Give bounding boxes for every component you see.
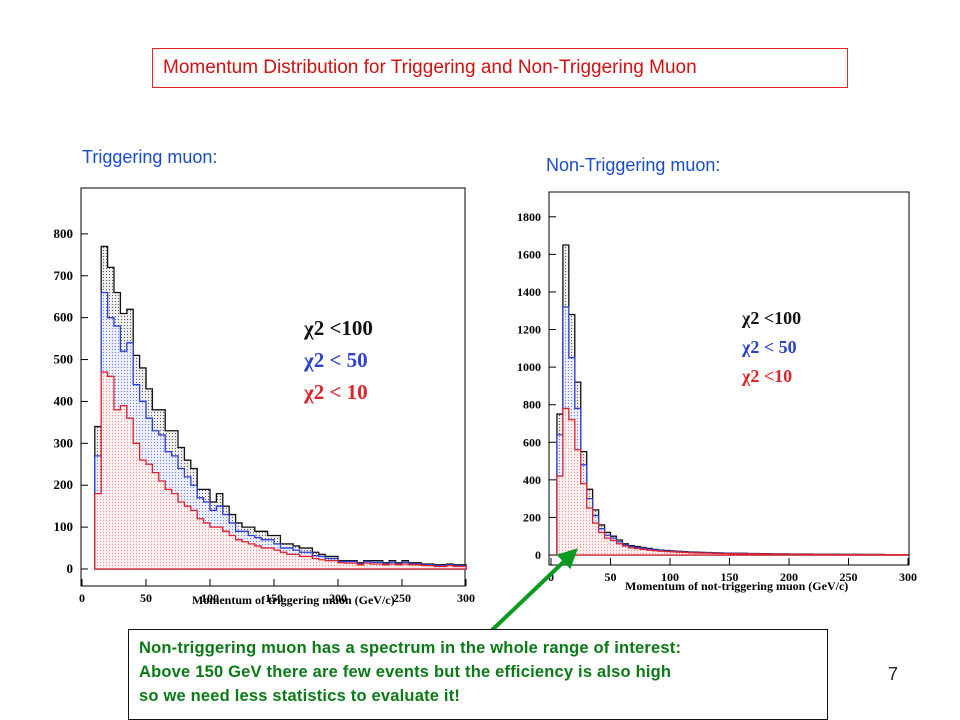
y-tick-label: 400: [54, 393, 74, 408]
x-tick-label: 200: [780, 570, 798, 584]
legend-entry: χ2 <100: [741, 308, 801, 328]
x-axis-label: Momentum of not-triggering muon (GeV/c): [625, 579, 848, 593]
x-tick-label: 250: [840, 570, 858, 584]
x-tick-label: 50: [140, 591, 152, 605]
triggering-heading: Triggering muon:: [82, 147, 218, 167]
y-tick-label: 600: [54, 310, 74, 325]
y-tick-label: 0: [67, 561, 74, 576]
y-tick-label: 100: [54, 519, 74, 534]
histogram-series-2: [94, 371, 467, 570]
x-tick-label: 0: [548, 570, 554, 584]
legend-entry: χ2 < 50: [303, 348, 368, 372]
x-axis-label: Momentum of triggering muon (GeV/c): [192, 593, 395, 607]
y-tick-label: 800: [54, 226, 74, 241]
y-tick-label: 300: [54, 435, 74, 450]
histogram-series-2: [556, 407, 909, 556]
y-tick-label: 500: [54, 352, 74, 367]
x-tick-label: 50: [605, 570, 617, 584]
legend-entry: χ2 <10: [741, 366, 792, 386]
note-line: so we need less statistics to evaluate i…: [139, 687, 461, 705]
x-tick-label: 150: [721, 570, 739, 584]
y-tick-label: 600: [523, 435, 541, 449]
note-box: Non-triggering muon has a spectrum in th…: [128, 629, 828, 720]
y-tick-label: 1400: [517, 285, 541, 299]
callout-arrow: [487, 548, 578, 635]
x-tick-label: 250: [393, 591, 411, 605]
histogram-series-0: [556, 244, 909, 556]
y-tick-label: 1000: [517, 360, 541, 374]
y-tick-label: 200: [54, 477, 74, 492]
x-tick-label: 200: [329, 591, 347, 605]
x-tick-label: 100: [201, 591, 219, 605]
page-number: 7: [888, 664, 899, 684]
x-tick-label: 300: [899, 570, 917, 584]
legend-entry: χ2 < 50: [741, 337, 797, 357]
x-tick-label: 300: [457, 591, 475, 605]
y-tick-label: 400: [523, 473, 541, 487]
slide-title: Momentum Distribution for Triggering and…: [152, 48, 848, 88]
x-tick-label: 0: [79, 591, 85, 605]
y-tick-label: 1800: [517, 210, 541, 224]
x-tick-label: 150: [265, 591, 283, 605]
y-tick-label: 1600: [517, 247, 541, 261]
non-triggering-heading: Non-Triggering muon:: [546, 155, 721, 175]
y-tick-label: 0: [535, 548, 541, 562]
histogram-series-1: [556, 306, 909, 556]
y-tick-label: 700: [54, 268, 74, 283]
y-tick-label: 800: [523, 398, 541, 412]
plot-frame: [548, 191, 910, 566]
x-tick-label: 100: [661, 570, 679, 584]
y-tick-label: 1200: [517, 323, 541, 337]
legend-entry: χ2 < 10: [303, 380, 368, 404]
non-triggering-muon-histogram: 0 200 400 600 800 1000 1200 1400 1600 1800 0 50 100 1…: [517, 191, 917, 593]
y-tick-label: 200: [523, 510, 541, 524]
triggering-muon-histogram: 0 100 200 300 400 500 600 700 800 0 50 100 150 200 250…: [54, 187, 475, 607]
note-line: Above 150 GeV there are few events but t…: [139, 663, 672, 681]
note-line: Non-triggering muon has a spectrum in th…: [139, 639, 682, 657]
legend-entry: χ2 <100: [303, 316, 373, 340]
plot-frame: [80, 187, 466, 587]
